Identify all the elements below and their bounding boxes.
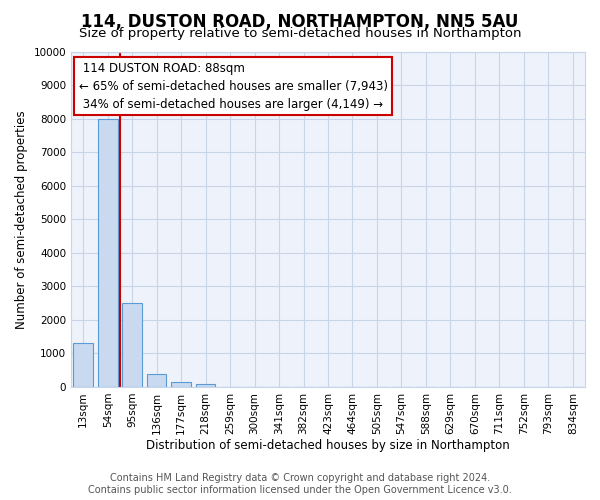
Text: 114, DUSTON ROAD, NORTHAMPTON, NN5 5AU: 114, DUSTON ROAD, NORTHAMPTON, NN5 5AU <box>82 12 518 30</box>
Bar <box>172 382 191 387</box>
Bar <box>73 344 93 387</box>
X-axis label: Distribution of semi-detached houses by size in Northampton: Distribution of semi-detached houses by … <box>146 440 510 452</box>
Bar <box>196 384 215 387</box>
Text: 114 DUSTON ROAD: 88sqm
← 65% of semi-detached houses are smaller (7,943)
 34% of: 114 DUSTON ROAD: 88sqm ← 65% of semi-det… <box>79 62 388 110</box>
Bar <box>98 118 118 387</box>
Y-axis label: Number of semi-detached properties: Number of semi-detached properties <box>15 110 28 328</box>
Text: Size of property relative to semi-detached houses in Northampton: Size of property relative to semi-detach… <box>79 28 521 40</box>
Bar <box>147 374 166 387</box>
Bar <box>122 303 142 387</box>
Text: Contains HM Land Registry data © Crown copyright and database right 2024.
Contai: Contains HM Land Registry data © Crown c… <box>88 474 512 495</box>
